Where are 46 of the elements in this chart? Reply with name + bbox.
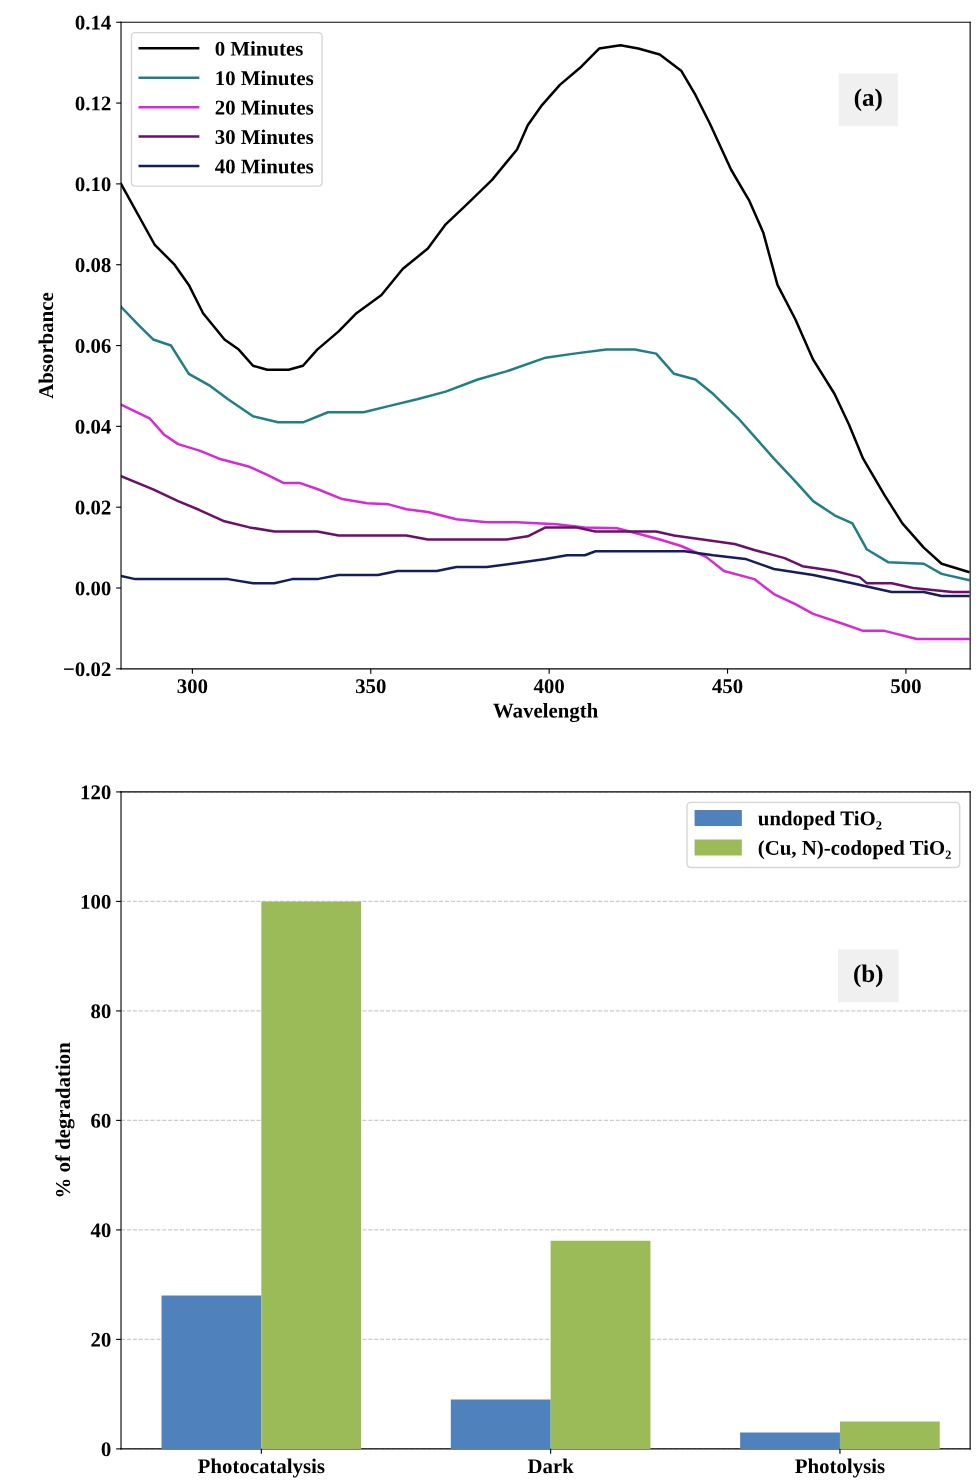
bar [261, 901, 362, 1449]
x-tick-label: Photolysis [795, 1458, 885, 1478]
y-axis-title: Absorbance [38, 292, 54, 399]
y-tick-label: 0.02 [75, 500, 111, 515]
x-tick-label: 450 [712, 679, 743, 694]
y-tick-label: −0.02 [64, 662, 111, 677]
y-tick-label: 80 [91, 1004, 111, 1019]
y-tick-label: 20 [91, 1332, 111, 1347]
legend-label: 10 Minutes [216, 70, 314, 86]
y-tick-label: 0.12 [75, 96, 111, 111]
x-tick-label: 500 [891, 679, 921, 694]
legend-label: undoped TiO₂ [758, 810, 882, 830]
y-tick-label: 120 [81, 785, 111, 800]
line-series [121, 403, 970, 641]
line-series [121, 305, 970, 582]
y-tick-label: 0.06 [75, 338, 111, 354]
y-tick-label: 0.14 [75, 15, 111, 30]
annotation: (a) [854, 88, 882, 112]
x-tick-label: 400 [533, 679, 564, 694]
x-tick-label: 300 [177, 679, 208, 694]
y-tick-label: 0.10 [75, 177, 111, 192]
y-tick-label: 0.08 [75, 258, 111, 273]
x-tick-label: 350 [355, 679, 386, 694]
x-tick-label: Dark [527, 1458, 574, 1474]
y-tick-label: 0.00 [75, 581, 111, 596]
bar [161, 1295, 262, 1449]
legend-label: 30 Minutes [215, 129, 314, 145]
y-tick-label: 60 [91, 1113, 111, 1128]
line-series [121, 549, 970, 598]
legend-label: (Cu, N)-codoped TiO₂ [758, 840, 951, 860]
bar [839, 1421, 940, 1449]
legend-label: 20 Minutes [215, 100, 314, 115]
annotation: (b) [854, 964, 883, 988]
bar [450, 1399, 551, 1449]
y-axis-title: % of degradation [55, 1042, 75, 1197]
y-tick-label: 40 [90, 1223, 111, 1238]
x-axis-title: Wavelength [493, 703, 598, 723]
legend-label: 40 Minutes [215, 158, 314, 174]
line-series [121, 474, 970, 594]
y-tick-label: 0 [101, 1442, 111, 1457]
x-tick-label: Photocatalysis [198, 1458, 325, 1478]
bar [550, 1240, 651, 1449]
y-tick-label: 100 [81, 894, 111, 909]
y-tick-label: 0.04 [75, 419, 111, 434]
legend-label: 0 Minutes [215, 41, 303, 56]
bar [740, 1432, 840, 1449]
